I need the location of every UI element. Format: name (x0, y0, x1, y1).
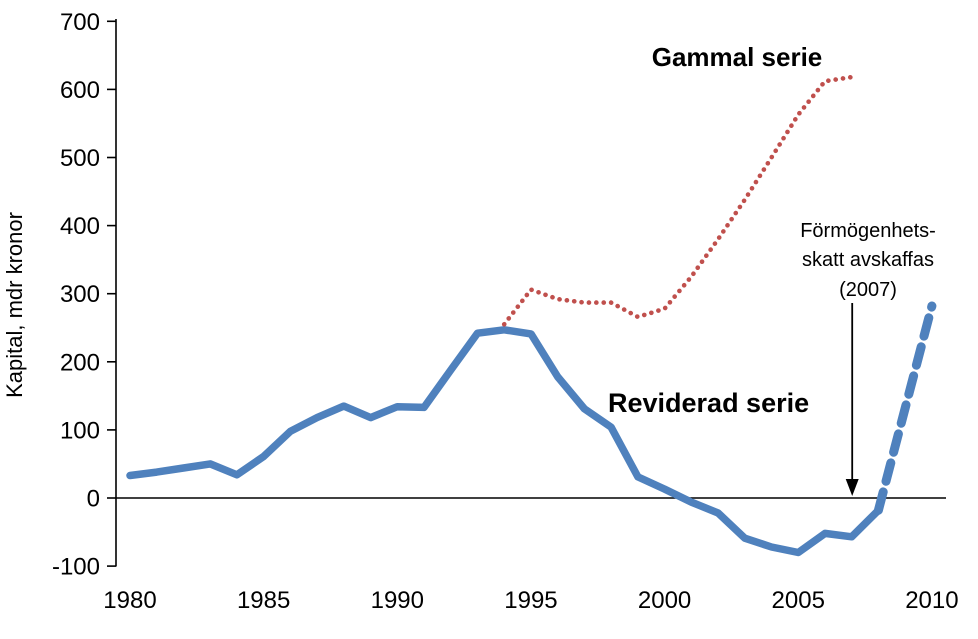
x-tick-label-1990: 1990 (371, 587, 424, 614)
annotation-arrowhead (845, 479, 859, 496)
y-tick-label-600: 600 (60, 77, 100, 104)
x-tick-label-1985: 1985 (237, 587, 290, 614)
x-tick-label-1995: 1995 (504, 587, 557, 614)
x-tick-label-2000: 2000 (638, 587, 691, 614)
y-tick-label-200: 200 (60, 349, 100, 376)
x-tick-label-2010: 2010 (905, 587, 958, 614)
y-tick-label-500: 500 (60, 145, 100, 172)
annotation-line-2: skatt avskaffas (802, 249, 934, 271)
y-tick-label-100: 100 (60, 417, 100, 444)
series-label-gammal: Gammal serie (652, 42, 823, 72)
y-tick-label-0: 0 (87, 486, 100, 513)
y-tick-label--100: -100 (52, 554, 100, 581)
x-tick-label-2005: 2005 (772, 587, 825, 614)
y-tick-label-700: 700 (60, 9, 100, 36)
x-tick-label-1980: 1980 (103, 587, 156, 614)
annotation-line-1: Förmögenhets- (800, 220, 936, 242)
annotation-line-3: (2007) (839, 279, 897, 301)
y-axis-title: Kapital, mdr kronor (2, 212, 27, 398)
series-label-reviderad: Reviderad serie (608, 388, 809, 418)
series-line-reviderad-serie-prognos-streckad (873, 301, 937, 515)
y-tick-label-400: 400 (60, 213, 100, 240)
series-line-gammal-serie (501, 74, 854, 327)
y-tick-label-300: 300 (60, 281, 100, 308)
series-line-reviderad-serie (126, 326, 883, 557)
